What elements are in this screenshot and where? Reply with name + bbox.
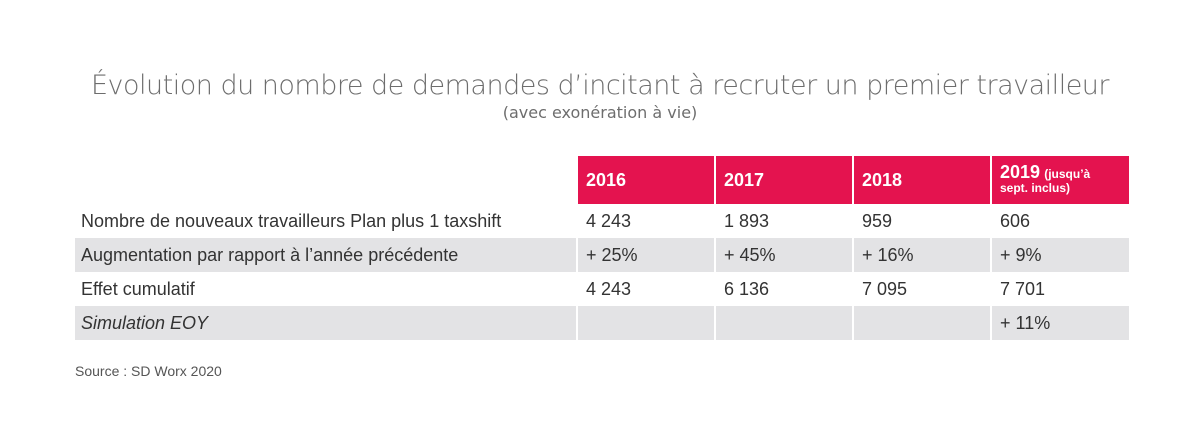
header-2019-note-1: (jusqu’à [1044, 167, 1091, 181]
row-label: Nombre de nouveaux travailleurs Plan plu… [81, 210, 502, 231]
table-row: Nombre de nouveaux travailleurs Plan plu… [75, 204, 1129, 238]
table-subtitle: (avec exonération à vie) [502, 103, 698, 122]
row-label: Augmentation par rapport à l’année précé… [75, 238, 577, 272]
data-table: 2016 2017 2018 2019 (jusqu’à sept. inclu… [75, 156, 1129, 340]
cell-2019: 7 701 [990, 272, 1129, 306]
cell-2018 [852, 306, 991, 340]
table-title: Évolution du nombre de demandes d’incita… [90, 70, 1110, 101]
cell-2018: 7 095 [852, 272, 991, 306]
row-label: Effet cumulatif [81, 278, 195, 299]
header-2018: 2018 [852, 156, 991, 204]
cell-2017 [714, 306, 853, 340]
cell-2016: 4 243 [576, 272, 715, 306]
source-note: Source : SD Worx 2020 [75, 363, 222, 379]
cell-2018: 959 [852, 204, 991, 238]
header-2019: 2019 (jusqu’à sept. inclus) [990, 156, 1129, 204]
table-row: Simulation EOY + 11% [75, 306, 1129, 340]
header-2019-note-2: sept. inclus) [1000, 181, 1071, 195]
header-2017: 2017 [714, 156, 853, 204]
table-row: Effet cumulatif 4 243 6 136 7 095 7 701 [75, 272, 1129, 306]
table-row: Augmentation par rapport à l’année précé… [75, 238, 1129, 272]
header-2016: 2016 [576, 156, 715, 204]
cell-2019: 606 [990, 204, 1129, 238]
cell-2016 [576, 306, 715, 340]
cell-2019: + 9% [990, 238, 1129, 272]
header-empty-cell [75, 156, 577, 204]
cell-2017: + 45% [714, 238, 853, 272]
cell-2018: + 16% [852, 238, 991, 272]
row-label: Simulation EOY [75, 306, 577, 340]
cell-2016: 4 243 [576, 204, 715, 238]
cell-2017: 1 893 [714, 204, 853, 238]
cell-2019: + 11% [990, 306, 1129, 340]
header-2019-year: 2019 [1000, 162, 1041, 182]
cell-2016: + 25% [576, 238, 715, 272]
header-row: 2016 2017 2018 2019 (jusqu’à sept. inclu… [75, 156, 1129, 204]
cell-2017: 6 136 [714, 272, 853, 306]
